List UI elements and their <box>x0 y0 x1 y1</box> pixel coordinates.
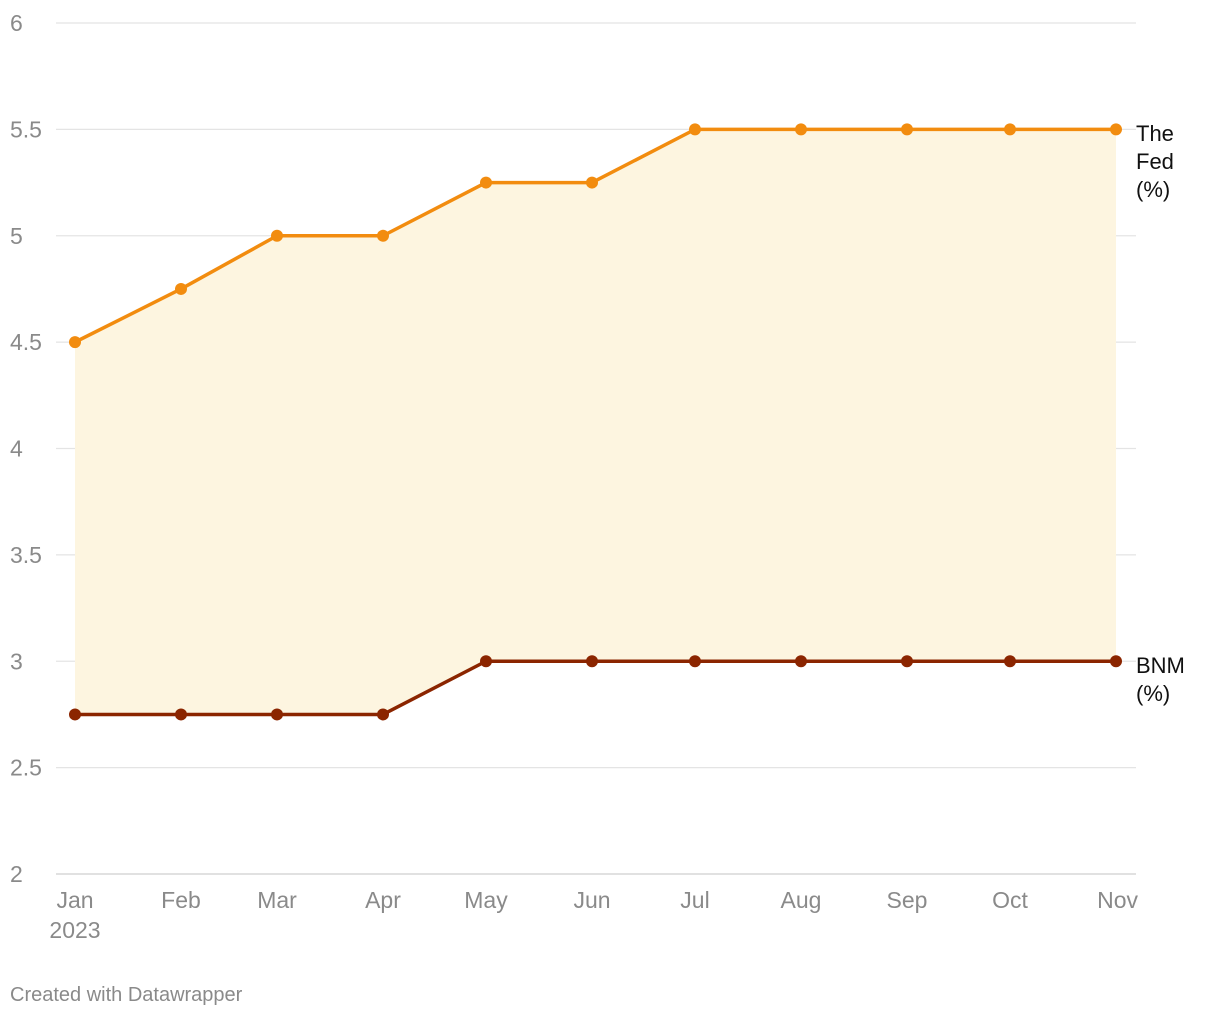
data-point-fed <box>69 336 81 349</box>
x-tick-label: Aug <box>781 887 822 913</box>
series-labels: The Fed (%) BNM (%) <box>1136 121 1185 706</box>
range-fill <box>75 129 1116 715</box>
y-tick-label: 2.5 <box>10 755 42 781</box>
line-chart: 2 2.5 3 3.5 4 4.5 5 5.5 6 Jan 2023 Feb Mar Apr May Jun… <box>10 10 1185 943</box>
data-point-bnm <box>689 655 701 668</box>
x-tick-label: Oct <box>992 887 1028 913</box>
data-point-bnm <box>1110 655 1122 668</box>
x-tick-sublabel: 2023 <box>49 917 100 943</box>
data-point-fed <box>175 282 187 295</box>
data-point-fed <box>689 123 701 136</box>
series-points <box>69 123 1122 721</box>
y-tick-label: 3.5 <box>10 542 42 568</box>
data-point-bnm <box>175 708 187 721</box>
x-tick-label: Feb <box>161 887 201 913</box>
x-tick-label: Jul <box>680 887 709 913</box>
data-point-fed <box>480 176 492 189</box>
y-tick-label: 6 <box>10 10 23 36</box>
series-label-line: BNM <box>1136 653 1185 678</box>
series-label-line: (%) <box>1136 177 1170 202</box>
x-tick-label: Jan <box>56 887 93 913</box>
data-point-bnm <box>377 708 389 721</box>
data-point-bnm <box>586 655 598 668</box>
y-tick-label: 3 <box>10 648 23 674</box>
series-label-line: (%) <box>1136 681 1170 706</box>
x-axis-tick-labels: Jan 2023 Feb Mar Apr May Jun Jul Aug Sep Oct Nov <box>49 887 1138 943</box>
data-point-fed <box>271 229 283 242</box>
series-label-line: The <box>1136 121 1174 146</box>
data-point-bnm <box>69 708 81 721</box>
data-point-bnm <box>271 708 283 721</box>
data-point-bnm <box>480 655 492 668</box>
data-point-fed <box>586 176 598 189</box>
series-label-line: Fed <box>1136 149 1174 174</box>
y-tick-label: 2 <box>10 861 23 887</box>
y-tick-label: 5.5 <box>10 116 42 142</box>
data-point-bnm <box>795 655 807 668</box>
series-label-fed: The Fed (%) <box>1136 121 1174 202</box>
y-tick-label: 4 <box>10 436 23 462</box>
data-point-fed <box>901 123 913 136</box>
credit-text: Created with Datawrapper <box>10 984 243 1006</box>
data-point-fed <box>795 123 807 136</box>
data-point-fed <box>1004 123 1016 136</box>
x-tick-label: May <box>464 887 508 913</box>
data-point-bnm <box>901 655 913 668</box>
data-point-bnm <box>1004 655 1016 668</box>
x-tick-label: Sep <box>887 887 928 913</box>
data-point-fed <box>1110 123 1122 136</box>
x-tick-label: Jun <box>573 887 610 913</box>
area-between-series <box>75 129 1116 715</box>
y-axis-tick-labels: 2 2.5 3 3.5 4 4.5 5 5.5 6 <box>10 10 42 887</box>
x-tick-label: Mar <box>257 887 297 913</box>
x-tick-label: Nov <box>1097 887 1138 913</box>
data-point-fed <box>377 229 389 242</box>
x-tick-label: Apr <box>365 887 401 913</box>
y-tick-label: 4.5 <box>10 329 42 355</box>
series-label-bnm: BNM (%) <box>1136 653 1185 706</box>
y-tick-label: 5 <box>10 223 23 249</box>
